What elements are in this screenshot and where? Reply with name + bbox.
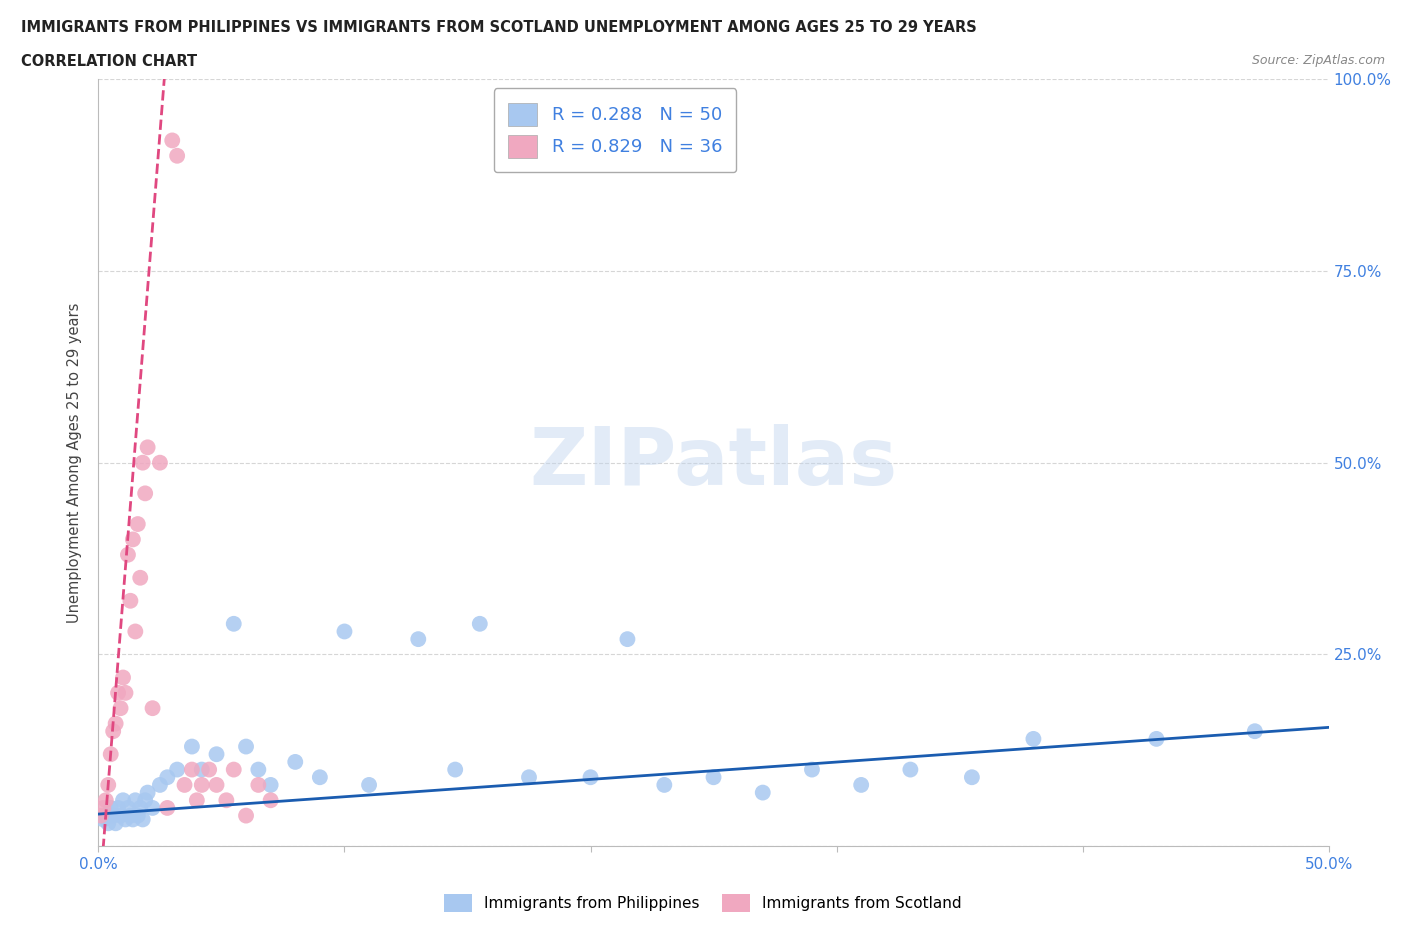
Point: [136, 785, 159, 800]
Point: [122, 812, 145, 827]
Point: [517, 770, 540, 785]
Point: [162, 133, 183, 148]
Point: [132, 456, 155, 471]
Point: [112, 792, 135, 807]
Point: [134, 792, 156, 807]
Point: [468, 617, 491, 631]
Point: [129, 801, 152, 816]
Point: [260, 777, 283, 792]
Point: [127, 517, 149, 532]
Point: [616, 631, 638, 646]
Point: [215, 792, 238, 807]
Point: [205, 747, 228, 762]
Point: [960, 770, 983, 785]
Point: [127, 808, 149, 823]
Point: [1022, 731, 1045, 746]
Point: [94, 808, 117, 823]
Point: [117, 801, 139, 816]
Text: ZIPatlas: ZIPatlas: [530, 424, 897, 501]
Point: [703, 770, 725, 785]
Point: [100, 801, 122, 816]
Point: [444, 763, 467, 777]
Point: [181, 739, 204, 754]
Point: [104, 716, 127, 731]
Point: [198, 763, 221, 777]
Point: [136, 440, 159, 455]
Point: [408, 631, 430, 646]
Point: [191, 777, 214, 792]
Point: [112, 671, 135, 685]
Text: Source: ZipAtlas.com: Source: ZipAtlas.com: [1251, 54, 1385, 67]
Point: [97, 816, 120, 830]
Point: [117, 547, 139, 562]
Point: [849, 777, 872, 792]
Point: [142, 801, 165, 816]
Point: [333, 624, 356, 639]
Point: [114, 812, 136, 827]
Point: [100, 747, 122, 762]
Point: [110, 808, 132, 823]
Point: [1244, 724, 1267, 738]
Point: [93, 812, 115, 827]
Point: [191, 763, 214, 777]
Point: [142, 701, 165, 716]
Point: [235, 739, 257, 754]
Point: [156, 770, 179, 785]
Point: [132, 812, 155, 827]
Point: [579, 770, 602, 785]
Point: [149, 456, 172, 471]
Point: [166, 149, 188, 164]
Text: CORRELATION CHART: CORRELATION CHART: [21, 54, 197, 69]
Point: [104, 816, 127, 830]
Point: [309, 770, 332, 785]
Text: IMMIGRANTS FROM PHILIPPINES VS IMMIGRANTS FROM SCOTLAND UNEMPLOYMENT AMONG AGES : IMMIGRANTS FROM PHILIPPINES VS IMMIGRANT…: [21, 20, 977, 35]
Point: [284, 754, 307, 769]
Point: [156, 801, 179, 816]
Point: [129, 570, 152, 585]
Legend: R = 0.288   N = 50, R = 0.829   N = 36: R = 0.288 N = 50, R = 0.829 N = 36: [494, 88, 737, 172]
Point: [235, 808, 257, 823]
Point: [1144, 731, 1167, 746]
Point: [124, 624, 146, 639]
Point: [110, 701, 132, 716]
Point: [166, 763, 188, 777]
Point: [97, 777, 120, 792]
Point: [222, 617, 245, 631]
Point: [103, 808, 125, 823]
Point: [222, 763, 245, 777]
Point: [247, 763, 270, 777]
Point: [247, 777, 270, 792]
Point: [120, 593, 142, 608]
Point: [124, 792, 146, 807]
Point: [107, 801, 129, 816]
Point: [107, 685, 129, 700]
Point: [359, 777, 381, 792]
Point: [103, 724, 125, 738]
Point: [134, 486, 156, 501]
Point: [801, 763, 824, 777]
Legend: Immigrants from Philippines, Immigrants from Scotland: Immigrants from Philippines, Immigrants …: [439, 888, 967, 918]
Y-axis label: Unemployment Among Ages 25 to 29 years: Unemployment Among Ages 25 to 29 years: [67, 302, 83, 623]
Point: [149, 777, 172, 792]
Point: [260, 792, 283, 807]
Point: [114, 685, 136, 700]
Point: [181, 763, 204, 777]
Point: [173, 777, 195, 792]
Point: [186, 792, 208, 807]
Point: [122, 532, 145, 547]
Point: [654, 777, 676, 792]
Point: [90, 808, 112, 823]
Point: [120, 808, 142, 823]
Point: [205, 777, 228, 792]
Point: [93, 801, 115, 816]
Point: [900, 763, 922, 777]
Point: [752, 785, 775, 800]
Point: [94, 792, 117, 807]
